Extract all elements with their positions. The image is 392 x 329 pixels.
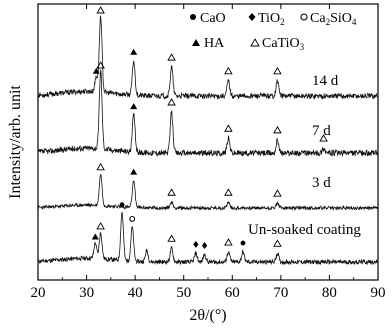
phase-marker-ha — [92, 67, 100, 74]
phase-marker-catio3 — [167, 188, 176, 196]
phase-marker-ha — [91, 233, 99, 240]
phase-marker-catio3 — [96, 222, 105, 230]
x-tick-label: 50 — [176, 285, 191, 301]
legend-ha-label: HA — [204, 36, 225, 51]
x-tick-label: 30 — [79, 285, 94, 301]
x-axis-title: 2θ/(°) — [189, 307, 226, 324]
phase-marker-catio3 — [224, 124, 233, 132]
legend-tio2-label: TiO2 — [258, 11, 285, 27]
phase-markers — [91, 6, 328, 250]
series-layer — [38, 15, 378, 266]
phase-marker-cao — [119, 202, 125, 208]
x-axis-ticks: 20 30 40 50 60 70 80 90 — [31, 4, 386, 301]
x-tick-label: 60 — [225, 285, 240, 301]
phase-marker-catio3 — [167, 234, 176, 242]
phase-marker-ha — [130, 48, 138, 55]
phase-marker-catio3 — [167, 53, 176, 61]
legend-cao-label: CaO — [200, 11, 226, 26]
x-tick-label: 70 — [273, 285, 288, 301]
phase-marker-tio2 — [202, 242, 208, 250]
xrd-series-line-7d — [38, 69, 378, 158]
phase-marker-ha — [130, 103, 138, 110]
ha-legend-icon — [192, 39, 200, 46]
cao-legend-icon — [190, 14, 196, 20]
catio3-legend-icon — [250, 38, 260, 47]
label-14d: 14 d — [312, 73, 339, 89]
phase-marker-catio3 — [319, 134, 328, 142]
phase-marker-catio3 — [224, 238, 233, 246]
x-tick-label: 40 — [128, 285, 143, 301]
phase-marker-catio3 — [96, 61, 105, 69]
phase-marker-catio3 — [273, 239, 282, 247]
ca2sio4-legend-icon — [300, 13, 308, 21]
phase-marker-catio3 — [273, 125, 282, 134]
x-tick-label: 80 — [322, 285, 337, 301]
phase-marker-catio3 — [224, 188, 233, 196]
phase-marker-ca2sio4 — [129, 215, 136, 222]
phase-marker-catio3 — [96, 162, 105, 171]
phase-marker-catio3 — [273, 66, 282, 75]
label-3d: 3 d — [312, 175, 331, 191]
tio2-legend-icon — [248, 13, 256, 21]
legend-ca2sio4-label: Ca2SiO4 — [310, 11, 357, 27]
phase-marker-cao — [240, 240, 246, 246]
legend-catio3-label: CaTiO3 — [262, 36, 305, 52]
xrd-series-line-unsoaked — [38, 212, 378, 266]
phase-marker-catio3 — [167, 98, 176, 106]
phase-marker-ha — [130, 168, 138, 175]
x-tick-label: 20 — [31, 285, 46, 301]
xrd-series-line-14d — [38, 15, 378, 100]
xrd-series-line-3d — [38, 174, 378, 212]
label-7d: 7 d — [312, 123, 331, 139]
phase-marker-catio3 — [224, 66, 233, 75]
x-tick-label: 90 — [371, 285, 386, 301]
phase-marker-tio2 — [193, 240, 199, 248]
phase-marker-catio3 — [273, 189, 282, 197]
legend: CaO TiO2 Ca2SiO4 HA CaTiO3 — [190, 11, 357, 52]
y-axis-title: Intensity/arb. unit — [7, 85, 24, 199]
label-unsoaked: Un-soaked coating — [248, 222, 361, 238]
phase-marker-catio3 — [96, 6, 105, 14]
